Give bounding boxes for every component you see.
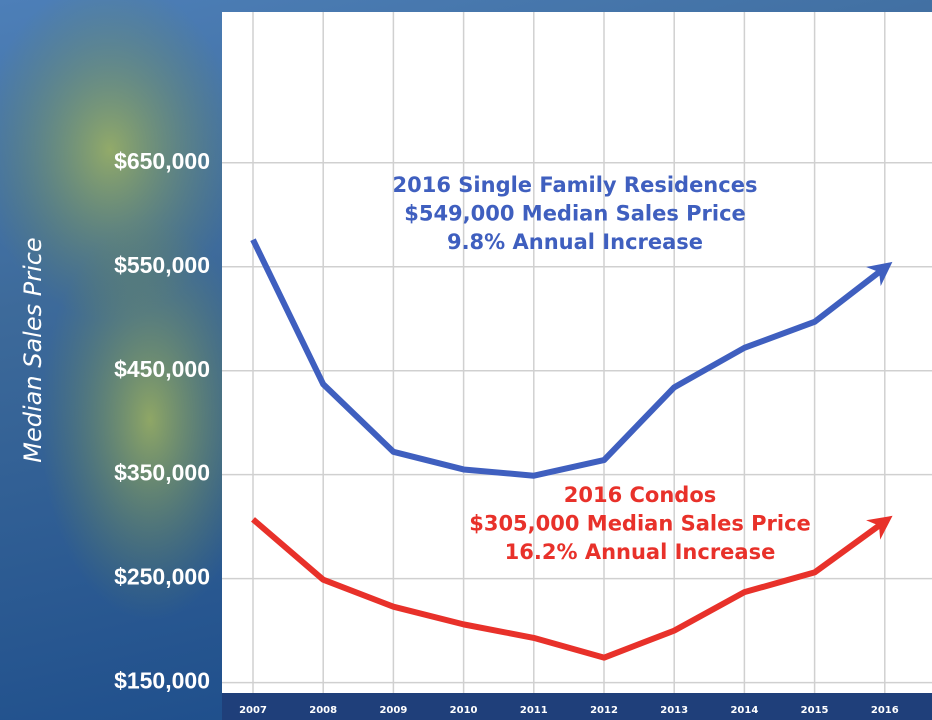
x-tick-label: 2008 xyxy=(309,705,337,716)
y-tick-label: $450,000 xyxy=(114,356,210,382)
y-tick-label: $150,000 xyxy=(114,668,210,694)
x-tick-label: 2014 xyxy=(730,705,758,716)
y-tick-label: $550,000 xyxy=(114,252,210,278)
x-tick-label: 2012 xyxy=(590,705,618,716)
annotation: 2016 Condos xyxy=(564,483,717,507)
x-tick-label: 2007 xyxy=(239,705,267,716)
chart: Median Sales Price 2016 Single Family Re… xyxy=(0,0,932,720)
annotation: 2016 Single Family Residences xyxy=(393,173,758,197)
annotation: 9.8% Annual Increase xyxy=(447,230,703,254)
x-tick-label: 2013 xyxy=(660,705,688,716)
annotation: 16.2% Annual Increase xyxy=(505,540,776,564)
x-tick-label: 2009 xyxy=(379,705,407,716)
annotation: $305,000 Median Sales Price xyxy=(469,512,811,536)
y-axis-label: Median Sales Price xyxy=(19,237,47,462)
plot-area xyxy=(222,12,932,693)
y-tick-label: $650,000 xyxy=(114,148,210,174)
x-tick-label: 2015 xyxy=(801,705,829,716)
y-tick-label: $350,000 xyxy=(114,460,210,486)
y-tick-label: $250,000 xyxy=(114,564,210,590)
x-tick-label: 2011 xyxy=(520,705,548,716)
page: {"chart_data": {"type": "line", "y_label… xyxy=(0,0,932,720)
x-tick-label: 2016 xyxy=(871,705,899,716)
annotation: $549,000 Median Sales Price xyxy=(404,202,746,226)
x-tick-label: 2010 xyxy=(450,705,478,716)
